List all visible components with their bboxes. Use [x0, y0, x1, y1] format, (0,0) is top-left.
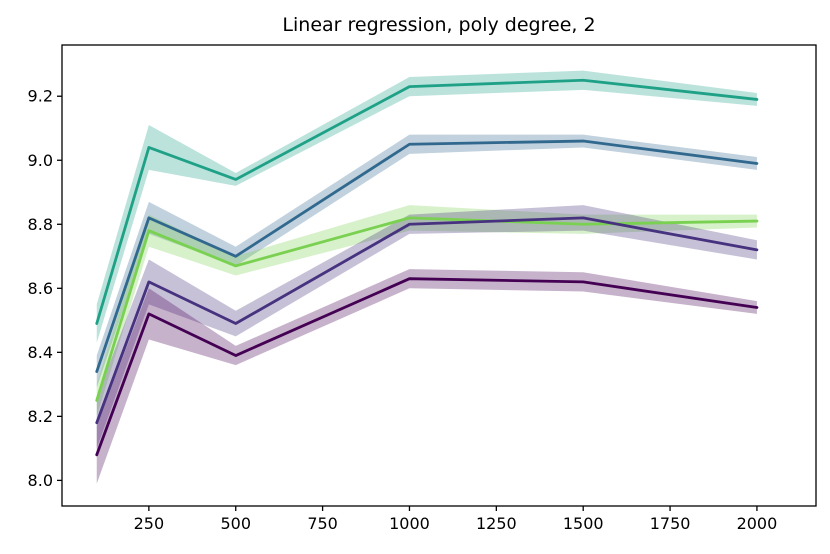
line-dark-purple	[95, 277, 759, 457]
x-tick-label: 250	[134, 514, 165, 533]
plot-border	[61, 44, 817, 507]
y-tick-label: 8.6	[28, 279, 53, 298]
x-tick-label: 500	[220, 514, 251, 533]
x-tick-label: 1750	[650, 514, 691, 533]
y-tick-label: 8.0	[28, 471, 53, 490]
y-tick-label: 8.4	[28, 343, 53, 362]
line-slate-purple	[95, 216, 759, 425]
x-tick-label: 750	[307, 514, 338, 533]
line-steel-blue	[95, 139, 759, 373]
band-dark-purple	[96, 269, 757, 484]
y-tick-label: 8.8	[28, 215, 53, 234]
plot-area: 250 500 750 1000 1250 1500 1750 2000 8.0 8.2 8.4 8.…	[28, 44, 817, 533]
x-tick-label: 1000	[389, 514, 430, 533]
y-tick-label: 8.2	[28, 407, 53, 426]
line-teal	[95, 78, 759, 325]
band-steel-blue	[96, 134, 757, 388]
x-tick-label: 2000	[737, 514, 778, 533]
x-tick-label: 1500	[563, 514, 604, 533]
y-tick-label: 9.0	[28, 151, 53, 170]
y-tick-label: 9.2	[28, 87, 53, 106]
band-teal	[96, 70, 757, 343]
chart-title: Linear regression, poly degree, 2	[282, 14, 595, 36]
x-tick-label: 1250	[476, 514, 517, 533]
band-slate-purple	[96, 205, 757, 449]
